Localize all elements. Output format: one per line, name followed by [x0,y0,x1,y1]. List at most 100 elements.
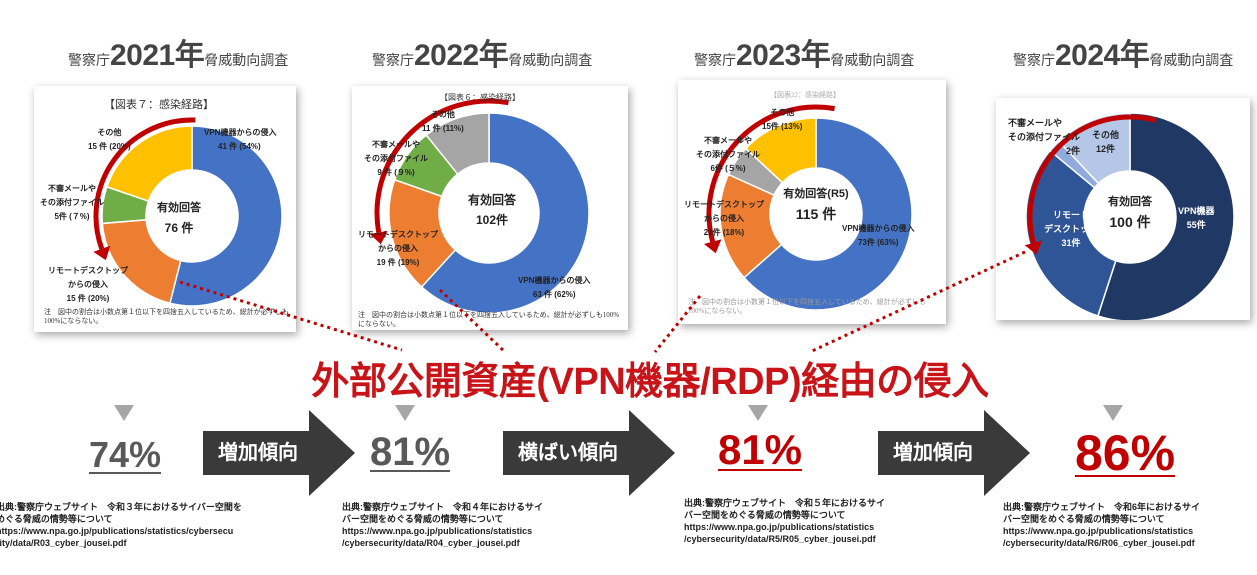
year-header-2024: 警察庁2024年脅威動向調査 [1013,30,1234,72]
headline: 外部公開資産(VPN機器/RDP)経由の侵入 [311,361,989,403]
label-line: 11 件 (11%) [422,124,464,133]
source-citation-2023: 出典:警察庁ウェブサイト 令和５年におけるサイ バー空間をめぐる脅威の情勢等につ… [684,497,885,545]
label-line: 15 件 (20%) [88,142,131,151]
label-other: その他 11 件 (11%) [422,108,464,136]
label-line: 不審メールや [1008,118,1063,128]
chart-card-2022: 【図表６：感染経路】 有効回答 102件 VPN機器からの侵入 63 件 (62%… [352,86,628,330]
percentage-2023: 81% [717,426,803,473]
label-line: 21件 (18%) [703,228,745,237]
label-line: 不審メールや [704,136,752,145]
label-line: VPN機器 [1178,206,1215,216]
center-total: 100 件 [1109,214,1151,230]
header-year: 2024年 [1055,39,1150,72]
label-line: からの侵入 [378,244,418,253]
arrow-head-icon [629,410,675,496]
source-line: https://www.npa.go.jp/publications/stati… [684,522,875,532]
source-line: https://www.npa.go.jp/publications/stati… [0,526,234,536]
label-line: リモートデスクトップ [48,266,128,275]
source-citation-2021: 出典:警察庁ウェブサイト 令和３年におけるサイバー空間を めぐる脅威の情勢等につ… [0,501,242,549]
donut-slice-3 [744,117,817,184]
label-line: 12件 [1096,144,1116,154]
source-line: rity/data/R03_cyber_jousei.pdf [0,538,127,548]
chart-note: 注 図中の割合は小数点第１位以下を四捨五入しているため、総計が必ずしも100%に… [44,308,289,325]
arrow-head-icon [309,410,355,496]
label-line: リモートデスクトップ [684,200,764,209]
donut-center-label: 有効回答 76 件 [139,198,219,238]
label-line: リモートデスクトップ [358,230,438,239]
header-suffix: 脅威動向調査 [1149,52,1234,68]
donut-center-label: 有効回答 100 件 [1090,192,1170,232]
trend-arrow-3: 増加傾向 [878,410,1030,496]
label-line: 不審メールや [372,140,420,149]
label-email: 不審メールや その添付ファイル 9 件 (９%) [364,138,428,180]
header-suffix: 脅威動向調査 [830,52,915,68]
label-line: からの侵入 [68,280,108,289]
label-line: その他 [430,110,455,119]
label-line: 15件 (13%) [762,122,803,131]
trend-arrow-2: 横ばい傾向 [503,410,675,496]
down-triangle-icon [1103,405,1123,421]
ring-arrowhead-icon [369,230,388,245]
highlight-ring [1027,114,1157,244]
label-line: その添付ファイル [364,154,428,163]
down-triangle-icon [395,405,415,421]
donut-slice-1 [388,178,457,288]
donut-slice-0 [1096,112,1235,320]
chart-title: 【図表７：感染経路】 [104,99,214,111]
source-line: めぐる脅威の情勢等について [0,514,113,524]
source-line: バー空間をめぐる脅威の情勢等について [342,514,504,524]
down-triangle-icon [748,405,768,421]
source-line: 出典:警察庁ウェブサイト 令和５年におけるサイ [684,498,885,508]
label-line: 55件 [1186,220,1206,230]
source-line: 出典:警察庁ウェブサイト 令和４年におけるサイ [342,502,543,512]
percentage-2022: 81% [369,430,451,474]
header-year: 2022年 [414,39,509,72]
donut-chart-2022 [369,98,590,314]
chart-card-2023: 【図表22：感染経路】 有効回答(R5) 115 件 VPN機器からの侵入 73件… [678,80,946,324]
trend-label: 増加傾向 [203,431,313,475]
label-line: VPN機器からの侵入 [842,224,915,233]
trend-label: 横ばい傾向 [503,431,633,475]
center-total: 115 件 [795,206,837,222]
label-line: VPN機器からの侵入 [518,276,591,285]
percentage-2024: 86% [1074,425,1176,481]
source-line: バー空間をめぐる脅威の情勢等について [1003,514,1165,524]
header-suffix: 脅威動向調査 [508,52,593,68]
chart-note: 注 図中の割合は小数点第１位以下を四捨五入しているため、総計が必ずしも100%に… [358,311,620,328]
label-line: 73件 (63%) [857,238,899,247]
label-rdp: リモートデスクトップ からの侵入 15 件 (20%) [48,264,128,306]
donut-center-label: 有効回答 102件 [450,190,534,230]
chart-title: 【図表22：感染経路】 [770,91,840,99]
label-line: 2件 [1066,146,1081,156]
source-citation-2024: 出典:警察庁ウェブサイト 令和6年におけるサイ バー空間をめぐる脅威の情勢等につ… [1003,501,1200,549]
label-line: その添付ファイル [40,198,104,207]
label-line: 5件 (７%) [54,212,90,221]
center-total: 102件 [475,213,509,227]
trend-arrow-1: 増加傾向 [203,410,355,496]
source-line: 出典:警察庁ウェブサイト 令和３年におけるサイバー空間を [0,502,242,512]
label-line: 63 件 (62%) [532,290,576,299]
highlight-ring [93,117,196,250]
center-caption: 有効回答 [157,202,201,214]
chart-title: 【図表６：感染経路】 [440,93,520,102]
header-year: 2023年 [736,39,831,72]
highlight-ring [374,98,509,233]
year-header-2023: 警察庁2023年脅威動向調査 [694,30,915,72]
label-line: からの侵入 [704,214,744,223]
source-line: バー空間をめぐる脅威の情勢等について [684,510,846,520]
source-line: /cybersecurity/data/R5/R05_cyber_jousei.… [684,534,876,544]
label-line: デスクトップ [1044,224,1099,234]
donut-slice-3 [425,112,490,176]
center-caption: 有効回答 [1108,196,1152,208]
header-prefix: 警察庁 [68,52,110,68]
source-line: https://www.npa.go.jp/publications/stati… [342,526,533,536]
label-other: その他 15 件 (20%) [88,126,131,154]
label-email: 不審メールや その添付ファイル 6件 (５%) [696,134,760,176]
donut-slice-1 [1025,149,1117,317]
header-prefix: 警察庁 [694,52,736,68]
label-rdp: リモートデスクトップ からの侵入 21件 (18%) [684,198,764,240]
chart-card-2024: 有効回答 100 件 VPN機器 55件 リモート デスクトップ 31件 不審メールや… [996,98,1250,320]
label-other: その他 12件 [1092,128,1119,156]
percentage-2021: 74% [88,434,162,475]
label-rdp: リモートデスクトップ からの侵入 19 件 (19%) [358,228,438,270]
